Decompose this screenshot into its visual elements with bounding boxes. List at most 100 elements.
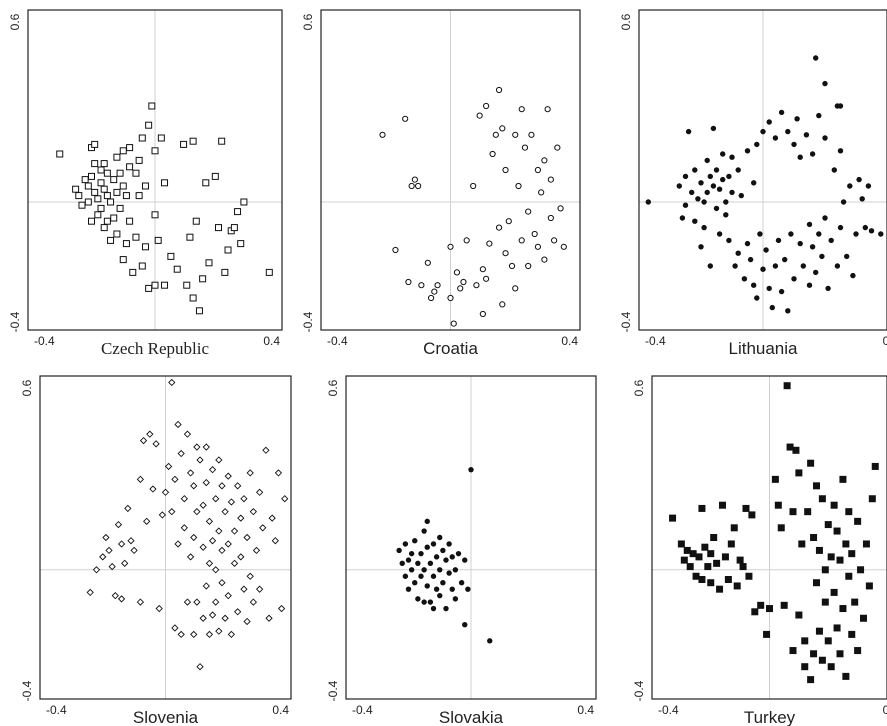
scatter-point <box>551 237 558 244</box>
scatter-point <box>274 469 283 477</box>
scatter-point <box>554 144 561 151</box>
scatter-point <box>265 614 273 622</box>
scatter-point <box>249 508 257 516</box>
scatter-point <box>145 121 153 129</box>
data-points <box>86 378 289 671</box>
x-tick-label-right: 0.4 <box>883 703 887 717</box>
scatter-point <box>102 533 110 542</box>
scatter-point <box>195 307 203 315</box>
scatter-point <box>431 288 438 295</box>
scatter-point <box>449 586 455 592</box>
scatter-point <box>816 231 822 237</box>
scatter-point <box>402 541 409 547</box>
scatter-point <box>534 243 542 250</box>
scatter-point <box>130 546 138 555</box>
scatter-point <box>392 246 399 254</box>
scatter-point <box>736 556 744 564</box>
plot-frame <box>320 9 581 331</box>
scatter-point <box>421 599 427 605</box>
scatter-point <box>833 624 841 632</box>
scatter-point <box>84 198 92 206</box>
scatter-point <box>72 185 80 193</box>
scatter-point <box>205 559 214 567</box>
scatter-point <box>729 154 735 160</box>
scatter-point <box>146 430 154 438</box>
scatter-point <box>415 560 421 567</box>
scatter-panel: 0.6 -0.4 -0.4 0.4 Croatia <box>301 9 581 358</box>
scatter-point <box>408 567 415 573</box>
scatter-point <box>751 608 759 616</box>
scatter-point <box>240 585 248 593</box>
scatter-point <box>716 231 723 237</box>
scatter-point <box>167 252 175 260</box>
scatter-point <box>443 557 449 563</box>
scatter-point <box>499 125 506 132</box>
scatter-point <box>183 598 192 606</box>
scatter-point <box>212 566 220 574</box>
scatter-point <box>192 217 200 225</box>
scatter-point <box>783 382 791 390</box>
scatter-point <box>243 617 251 626</box>
scatter-point <box>437 567 443 573</box>
scatter-point <box>227 498 236 506</box>
scatter-point <box>415 182 422 190</box>
scatter-point <box>119 147 127 155</box>
scatter-point <box>56 150 64 158</box>
scatter-point <box>126 163 134 171</box>
scatter-point <box>183 281 191 289</box>
y-tick-label-bottom: -0.4 <box>301 311 315 332</box>
scatter-point <box>801 637 809 645</box>
scatter-point <box>795 469 803 477</box>
scatter-point <box>813 269 819 276</box>
scatter-point <box>772 135 779 141</box>
x-tick-label-left: -0.4 <box>658 703 679 717</box>
scatter-point <box>424 544 430 550</box>
scatter-point <box>114 520 123 529</box>
scatter-point <box>724 575 732 583</box>
scatter-point <box>246 469 254 477</box>
scatter-point <box>847 183 853 189</box>
scatter-point <box>789 508 797 516</box>
scatter-point <box>680 556 688 564</box>
scatter-point <box>221 614 229 622</box>
y-tick-label-top: 0.6 <box>326 379 340 396</box>
scatter-point <box>430 573 437 579</box>
scatter-point <box>116 169 124 177</box>
scatter-point <box>845 572 853 580</box>
x-tick-label-left: -0.4 <box>645 334 666 348</box>
scatter-point <box>117 540 126 548</box>
scatter-point <box>143 517 151 525</box>
scatter-point <box>205 630 214 639</box>
scatter-point <box>679 215 686 221</box>
scatter-point <box>265 268 273 276</box>
scatter-point <box>202 478 210 487</box>
scatter-point <box>452 596 459 602</box>
scatter-point <box>224 246 232 254</box>
scatter-point <box>804 508 812 516</box>
scatter-point <box>810 650 818 658</box>
scatter-point <box>202 179 210 187</box>
scatter-point <box>113 153 121 161</box>
scatter-point <box>809 244 816 250</box>
panel-title: Slovenia <box>133 708 199 726</box>
scatter-point <box>735 250 741 256</box>
scatter-panel: 0.6 -0.4 -0.4 0.4 Slovakia <box>326 375 597 726</box>
scatter-point <box>412 580 418 586</box>
scatter-point <box>726 173 732 180</box>
scatter-point <box>424 518 430 525</box>
x-tick-label-left: -0.4 <box>46 703 67 717</box>
y-tick-label-bottom: -0.4 <box>632 680 646 701</box>
scatter-point <box>479 266 486 273</box>
scatter-point <box>119 182 127 190</box>
scatter-point <box>230 527 239 535</box>
scatter-point <box>113 188 121 196</box>
scatter-point <box>698 180 704 186</box>
scatter-panel: 0.6 -0.4 -0.4 0.4 Lithuania <box>619 9 887 358</box>
scatter-point <box>723 212 729 218</box>
scatter-point <box>541 256 548 263</box>
scatter-point <box>822 135 828 141</box>
scatter-point <box>100 185 108 193</box>
scatter-point <box>704 563 712 571</box>
scatter-point <box>450 320 457 327</box>
scatter-point <box>180 140 188 148</box>
